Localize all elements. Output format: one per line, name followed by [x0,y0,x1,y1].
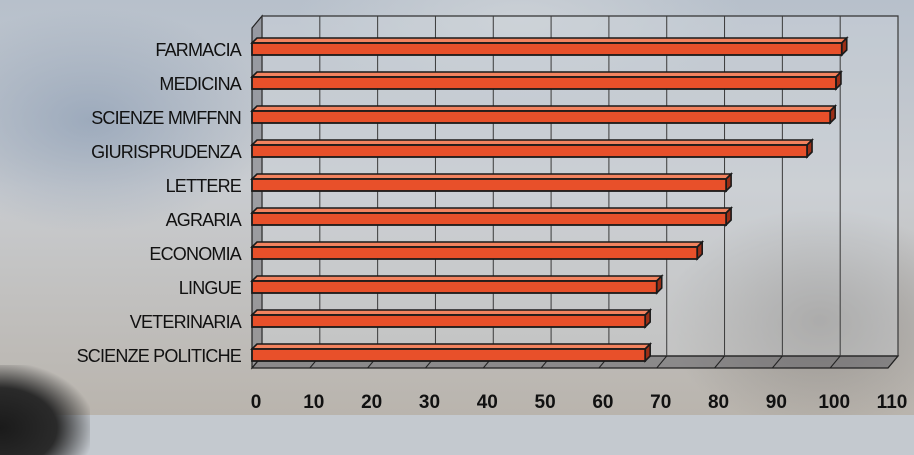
x-tick-label: 30 [419,392,440,413]
category-label: GIURISPRUDENZA [91,142,242,162]
bar-front [251,42,843,56]
bar-front [251,348,647,362]
bars [250,36,849,363]
bar-front [251,110,832,124]
floor-gridline [887,355,899,369]
bar-front [251,178,728,192]
category-label: SCIENZE MMFFNN [91,108,241,128]
x-tick-label: 80 [708,392,729,413]
x-tick-label: 10 [303,392,324,413]
bar-front [251,246,699,260]
category-label: AGRARIA [166,210,242,230]
bar [250,104,838,125]
bar-chart: FARMACIA MEDICINA SCIENZE MMFFNN GIURISPRUD… [77,14,908,413]
category-label: VETERINARIA [130,312,242,332]
floor-gridline [771,355,783,369]
x-tick-labels: 0 10 20 30 40 50 60 70 80 90 100 110 [251,392,908,413]
bar [250,138,814,159]
x-tick-label: 70 [650,392,671,413]
category-label: MEDICINA [159,74,241,94]
x-tick-label: 100 [818,392,850,413]
category-label: ECONOMIA [149,244,241,264]
x-tick-label: 110 [877,392,908,413]
x-tick-label: 50 [535,392,556,413]
bar [250,172,734,193]
bar [250,240,705,261]
bar [250,274,664,295]
floor-gridline [714,355,725,369]
x-tick-label: 60 [592,392,613,413]
bar [250,36,849,57]
x-tick-label: 90 [766,392,787,413]
bar-front [251,314,647,328]
bar-front [251,212,728,226]
bar [250,206,734,227]
bar [250,342,653,363]
floor-gridline [656,355,668,369]
bar-front [251,76,837,90]
x-tick-label: 0 [251,392,262,413]
category-label: LINGUE [179,278,242,298]
bar-front [251,280,658,294]
category-labels: FARMACIA MEDICINA SCIENZE MMFFNN GIURISPRUD… [77,40,243,366]
bar [250,308,653,329]
bar [250,70,843,91]
floor-gridline [829,355,841,369]
category-label: SCIENZE POLITICHE [77,346,242,366]
x-tick-label: 40 [477,392,498,413]
category-label: FARMACIA [155,40,241,60]
category-label: LETTERE [166,176,242,196]
bar-front [251,144,808,158]
x-tick-label: 20 [361,392,382,413]
